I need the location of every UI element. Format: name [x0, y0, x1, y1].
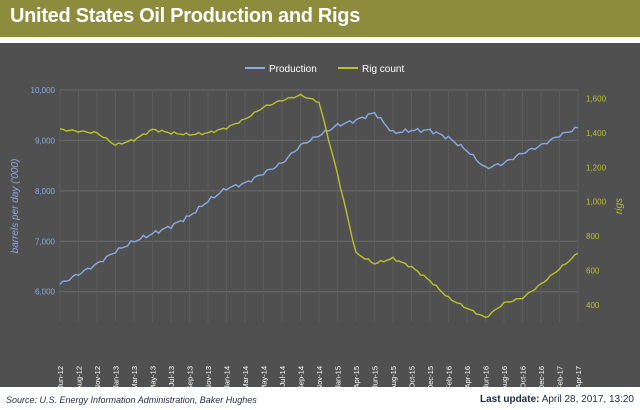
y-left-tick-label: 10,000	[31, 86, 56, 95]
x-tick-label: 11-Dec-15	[426, 366, 435, 387]
x-tick-label: 15-Apr-16	[463, 366, 472, 387]
x-tick-label: 05-Jun-15	[371, 366, 380, 387]
last-update-label: Last update:	[480, 394, 540, 405]
source-note: Source: U.S. Energy Information Administ…	[6, 395, 257, 405]
x-tick-label: 23-May-14	[260, 366, 269, 387]
series-line-production	[59, 111, 579, 285]
chart-title: United States Oil Production and Rigs	[10, 5, 361, 27]
x-tick-label: 09-Oct-15	[408, 366, 417, 387]
x-tick-label: 23-Dec-16	[537, 366, 546, 387]
y-left-tick-label: 9,000	[35, 136, 56, 145]
x-tick-label: 15-Nov-13	[204, 366, 213, 387]
legend-label: Production	[269, 64, 317, 75]
footer: Source: U.S. Energy Information Administ…	[0, 391, 640, 410]
x-tick-label: 21-Mar-14	[241, 366, 250, 387]
x-tick-label: 03-Apr-15	[352, 366, 361, 387]
x-tick-label: 02-Nov-12	[93, 366, 102, 387]
x-tick-label: 26-Sep-14	[297, 366, 306, 387]
chart-panel: 6,000 7,000 8,000 9,000 10,000 400 600 800 1,000…	[0, 43, 640, 387]
x-tick-label: 17-Jun-16	[482, 366, 491, 387]
y-right-tick-label: 1,400	[586, 129, 607, 138]
y-right-tick-label: 600	[586, 266, 600, 275]
y-right-tick-label: 800	[586, 232, 600, 241]
last-update-value: April 28, 2017, 13:20	[541, 394, 634, 405]
y-left-tick-label: 6,000	[35, 288, 56, 297]
y-right-tick-label: 1,600	[586, 95, 607, 104]
y-right-tick-label: 1,200	[586, 163, 607, 172]
x-tick-label: 13-Sep-13	[186, 366, 195, 387]
x-tick-label: 04-Jan-13	[112, 366, 121, 387]
x-tick-label: 30-Jan-15	[334, 366, 343, 387]
x-tick-label: 28-Apr-17	[574, 366, 583, 387]
chart-svg: 6,000 7,000 8,000 9,000 10,000 400 600 800 1,000…	[10, 64, 625, 387]
y-right-tick-label: 400	[586, 301, 600, 310]
y-left-tick-label: 7,000	[35, 237, 56, 246]
y-right-tick-label: 1,000	[586, 198, 607, 207]
x-tick-label: 31-Aug-12	[75, 366, 84, 387]
x-tick-label: 17-Jan-14	[223, 366, 232, 387]
x-tick-label: 08-Mar-13	[130, 366, 139, 387]
x-tick-label: 19-Aug-16	[500, 366, 509, 387]
x-tick-label: 29-Jun-12	[56, 366, 65, 387]
y-left-axis-label: barrels per day ('000)	[10, 159, 21, 254]
x-tick-label: 07-Aug-15	[389, 366, 398, 387]
last-update: Last update: April 28, 2017, 13:20	[480, 394, 634, 405]
legend-label: Rig count	[362, 64, 404, 75]
x-tick-label: 12-Jul-13	[167, 366, 176, 387]
title-bar: United States Oil Production and Rigs	[0, 0, 640, 37]
y-left-tick-label: 8,000	[35, 187, 56, 196]
y-right-axis-label: rigs	[614, 198, 625, 214]
series-line-rig-count	[59, 93, 579, 319]
x-tick-label: 24-Feb-17	[556, 366, 565, 387]
x-tick-label: 10-May-13	[149, 366, 158, 387]
x-tick-label: 25-Jul-14	[278, 366, 287, 387]
x-tick-label: 21-Oct-16	[519, 366, 528, 387]
x-tick-label: 12-Feb-16	[445, 366, 454, 387]
x-tick-label: 28-Nov-14	[315, 366, 324, 387]
